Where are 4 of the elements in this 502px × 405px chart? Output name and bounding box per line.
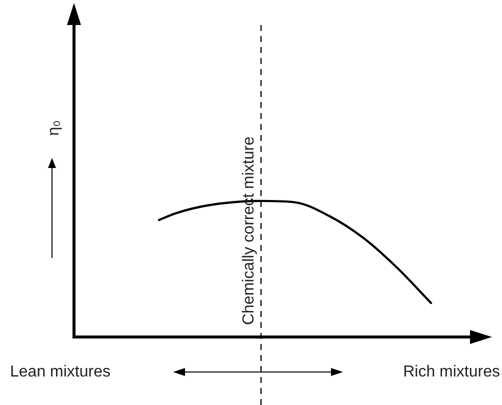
text: Lean mixtures	[10, 363, 110, 380]
y-axis-title: η₀	[45, 120, 62, 136]
annotation: Chemically correct mixture	[240, 136, 258, 325]
text: Rich mixtures	[403, 363, 500, 380]
